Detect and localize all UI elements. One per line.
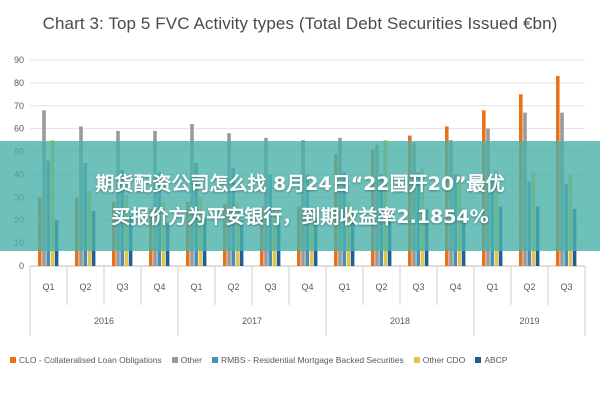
y-tick-label: 80 xyxy=(14,78,24,88)
x-tick-label: Q4 xyxy=(153,282,165,292)
x-tick-label: Q1 xyxy=(338,282,350,292)
legend-swatch xyxy=(475,357,482,363)
chart-legend: CLO - Collateralised Loan Obligations Oth… xyxy=(10,351,595,369)
x-tick-label: Q3 xyxy=(116,282,128,292)
legend-swatch xyxy=(171,357,178,363)
chart-title: Chart 3: Top 5 FVC Activity types (Total… xyxy=(42,14,558,33)
y-tick-label: 60 xyxy=(14,124,24,134)
year-label: 2017 xyxy=(242,316,262,326)
legend-label: ABCP xyxy=(484,355,508,365)
x-tick-label: Q3 xyxy=(264,282,276,292)
x-tick-label: Q4 xyxy=(301,282,313,292)
legend-entry: Other CDO xyxy=(413,355,466,365)
legend-entry: RMBS - Residential Mortgage Backed Secur… xyxy=(211,355,404,365)
year-label: 2019 xyxy=(519,316,539,326)
x-tick-label: Q2 xyxy=(227,282,239,292)
legend-label: CLO - Collateralised Loan Obligations xyxy=(19,355,162,365)
legend-label: Other xyxy=(180,355,202,365)
legend-label: Other CDO xyxy=(422,355,466,365)
x-tick-label: Q4 xyxy=(449,282,461,292)
legend-label: RMBS - Residential Mortgage Backed Secur… xyxy=(220,355,404,365)
x-tick-label: Q1 xyxy=(190,282,202,292)
year-label: 2016 xyxy=(94,316,114,326)
x-tick-label: Q2 xyxy=(375,282,387,292)
headline-banner: 期货配资公司怎么找 8月24日“22国开20”最优 买报价方为平安银行，到期收益… xyxy=(0,141,600,251)
x-tick-label: Q2 xyxy=(79,282,91,292)
legend-entry: CLO - Collateralised Loan Obligations xyxy=(10,355,162,365)
x-tick-label: Q1 xyxy=(486,282,498,292)
legend-swatch xyxy=(211,357,218,363)
y-tick-label: 90 xyxy=(14,55,24,65)
x-tick-label: Q3 xyxy=(412,282,424,292)
x-tick-label: Q3 xyxy=(560,282,572,292)
headline-line-1: 期货配资公司怎么找 8月24日“22国开20”最优 xyxy=(95,173,505,195)
legend-swatch xyxy=(10,357,16,363)
x-tick-label: Q2 xyxy=(523,282,535,292)
year-label: 2018 xyxy=(390,316,410,326)
headline-line-2: 买报价方为平安银行，到期收益率2.1854% xyxy=(111,206,489,228)
x-tick-label: Q1 xyxy=(42,282,54,292)
legend-entry: Other xyxy=(171,355,202,365)
legend-swatch xyxy=(413,357,420,363)
legend-entry: ABCP xyxy=(475,355,507,365)
y-tick-label: 0 xyxy=(19,261,24,271)
y-tick-label: 70 xyxy=(14,101,24,111)
